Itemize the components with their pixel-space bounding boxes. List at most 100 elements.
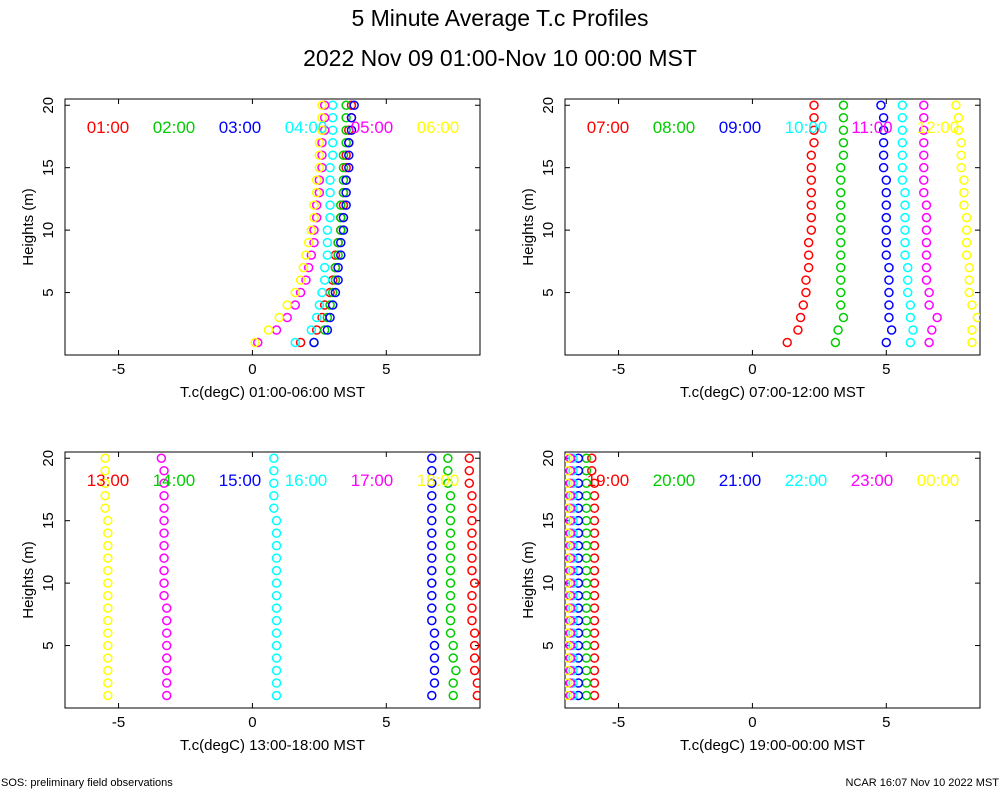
data-point (467, 553, 477, 563)
data-point (271, 578, 282, 588)
data-point (972, 312, 980, 323)
data-point (897, 137, 908, 148)
data-point (806, 175, 817, 185)
data-point (338, 162, 349, 173)
data-point (346, 125, 357, 135)
data-point (341, 100, 351, 110)
data-point (429, 640, 440, 651)
data-point (565, 553, 576, 563)
y-tick-label: 5 (40, 288, 57, 296)
data-point (836, 200, 846, 210)
data-point (103, 690, 113, 701)
data-point (269, 490, 279, 501)
data-point (469, 628, 480, 638)
data-point (311, 312, 322, 323)
data-point (103, 528, 113, 538)
data-point (589, 515, 600, 526)
data-point (319, 112, 330, 123)
data-point (961, 250, 972, 260)
y-tick-label: 15 (540, 512, 557, 529)
data-point (836, 237, 846, 248)
data-point (103, 678, 113, 688)
data-point (322, 237, 333, 248)
data-point (159, 528, 169, 538)
plot-frame (564, 98, 981, 356)
data-point (881, 212, 892, 223)
data-point (565, 478, 576, 488)
data-point (565, 465, 576, 476)
data-point (336, 237, 346, 248)
data-point (565, 615, 576, 626)
data-point (271, 640, 282, 651)
legend-entry: 06:00 (417, 118, 460, 137)
x-tick-label: 0 (748, 714, 756, 731)
data-point (589, 578, 600, 588)
data-point (961, 237, 972, 248)
data-point (900, 212, 910, 223)
data-point (961, 225, 972, 235)
data-point (427, 603, 437, 613)
legend-entry: 01:00 (87, 118, 130, 137)
data-point (884, 287, 894, 298)
data-point (568, 540, 578, 551)
data-point (897, 112, 908, 123)
data-point (565, 578, 576, 588)
legend-entry: 23:00 (851, 471, 894, 490)
data-point (565, 615, 573, 626)
data-point (469, 665, 480, 676)
data-point (953, 112, 964, 123)
data-point (317, 125, 327, 135)
plot-frame (564, 451, 981, 709)
y-axis-label: Heights (m) (520, 541, 537, 619)
series-1700 (156, 453, 172, 701)
data-point (445, 603, 456, 613)
data-point (464, 453, 475, 463)
data-point (886, 325, 897, 335)
data-point (271, 690, 282, 701)
x-axis-label: T.c(degC) 13:00-18:00 MST (180, 737, 365, 754)
legend-entry: 20:00 (653, 471, 696, 490)
data-point (469, 640, 480, 651)
data-point (589, 678, 600, 688)
series-2100 (573, 453, 584, 701)
data-point (271, 553, 282, 563)
data-point (427, 690, 437, 701)
data-point (565, 503, 576, 513)
data-point (159, 478, 169, 488)
data-point (809, 112, 819, 123)
data-point (341, 150, 351, 160)
plot-frame (64, 98, 481, 356)
data-point (271, 678, 282, 688)
data-point (581, 615, 592, 626)
data-point (565, 690, 573, 701)
data-point (159, 578, 169, 588)
data-point (429, 628, 440, 638)
data-point (581, 653, 592, 663)
data-point (919, 162, 929, 173)
data-point (568, 665, 578, 676)
data-point (589, 690, 600, 701)
data-point (589, 615, 600, 626)
data-point (314, 300, 325, 310)
data-point (103, 590, 113, 601)
data-point (921, 262, 932, 273)
data-point (589, 565, 600, 576)
series-2200 (568, 453, 578, 701)
series-1200 (951, 100, 980, 348)
x-tick-label: 5 (382, 714, 390, 731)
data-point (581, 690, 592, 701)
data-point (581, 578, 592, 588)
data-point (589, 540, 600, 551)
data-point (427, 540, 437, 551)
data-point (581, 528, 592, 538)
data-point (801, 275, 811, 285)
x-tick-label: -5 (112, 361, 125, 378)
data-point (336, 212, 346, 223)
data-point (317, 137, 327, 148)
data-point (565, 553, 573, 563)
legend-entry: 17:00 (351, 471, 394, 490)
data-point (306, 325, 317, 335)
legend-entry: 07:00 (587, 118, 630, 137)
legend-entry: 19:00 (587, 471, 630, 490)
data-point (587, 453, 597, 463)
